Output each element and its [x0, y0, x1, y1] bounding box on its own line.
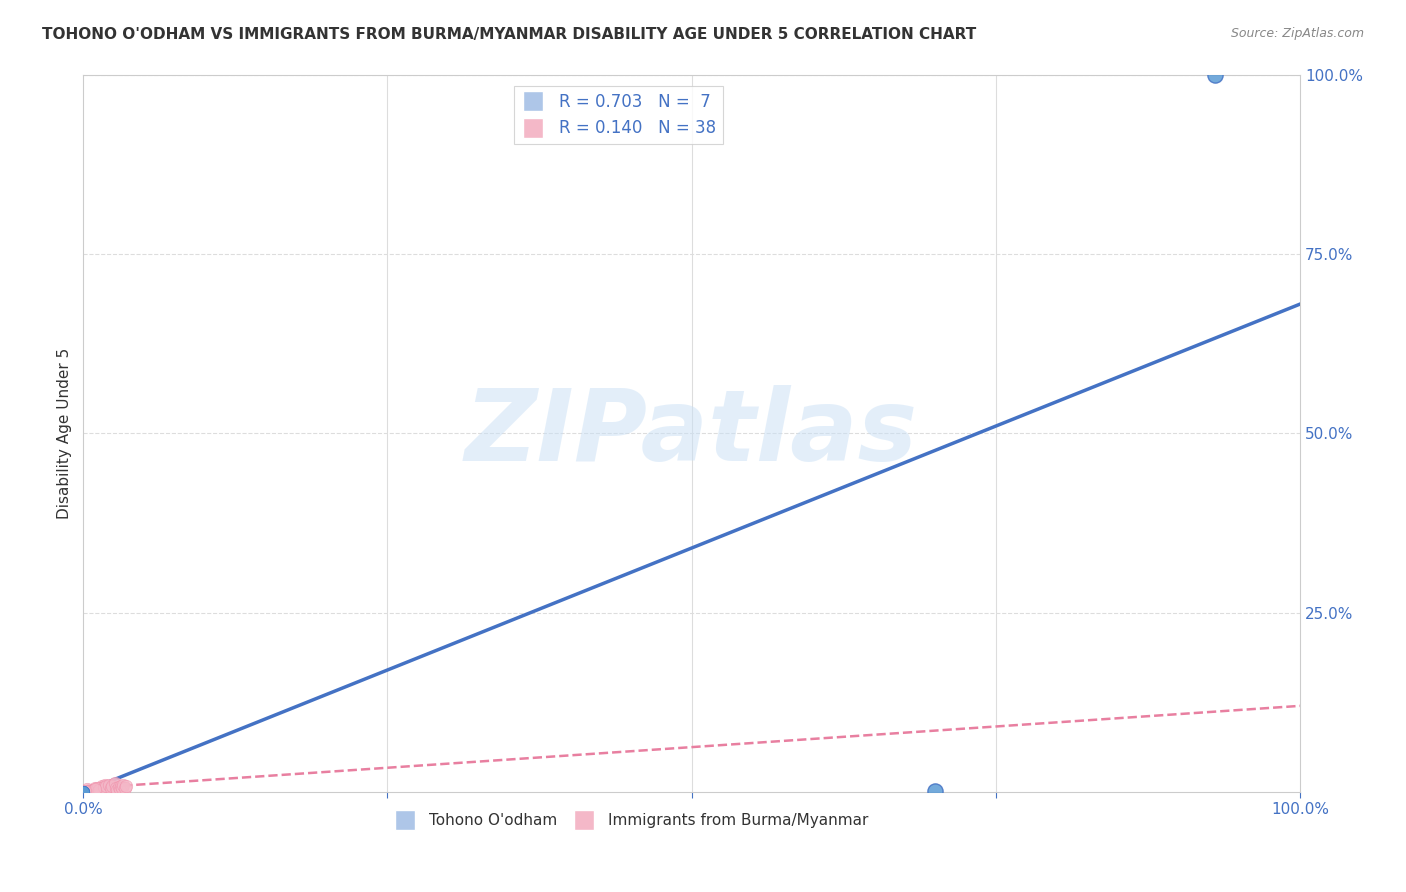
Point	[110, 779, 132, 793]
Text: TOHONO O'ODHAM VS IMMIGRANTS FROM BURMA/MYANMAR DISABILITY AGE UNDER 5 CORRELATI: TOHONO O'ODHAM VS IMMIGRANTS FROM BURMA/…	[42, 27, 976, 42]
Point	[924, 783, 946, 797]
Point	[84, 781, 107, 796]
Legend: Tohono O'odham, Immigrants from Burma/Myanmar: Tohono O'odham, Immigrants from Burma/My…	[388, 807, 875, 835]
Point	[72, 785, 94, 799]
Point	[77, 783, 100, 797]
Point	[72, 785, 94, 799]
Text: Source: ZipAtlas.com: Source: ZipAtlas.com	[1230, 27, 1364, 40]
Point	[97, 778, 120, 792]
Point	[93, 780, 115, 794]
Point	[111, 780, 134, 795]
Point	[75, 784, 97, 798]
Point	[115, 779, 138, 793]
Point	[87, 782, 110, 797]
Text: ZIPatlas: ZIPatlas	[465, 384, 918, 482]
Point	[97, 783, 120, 797]
Point	[79, 783, 101, 797]
Y-axis label: Disability Age Under 5: Disability Age Under 5	[58, 348, 72, 519]
Point	[89, 781, 111, 796]
Point	[104, 776, 127, 790]
Point	[98, 780, 121, 794]
Point	[94, 778, 117, 792]
Point	[105, 781, 128, 796]
Point	[87, 780, 110, 795]
Point	[76, 782, 98, 797]
Point	[86, 780, 108, 795]
Point	[91, 782, 114, 797]
Point	[107, 780, 129, 794]
Point	[72, 785, 94, 799]
Point	[101, 779, 124, 793]
Point	[82, 784, 104, 798]
Point	[114, 781, 136, 796]
Point	[80, 784, 103, 798]
Point	[105, 782, 128, 797]
Point	[97, 779, 120, 793]
Point	[100, 780, 122, 795]
Point	[103, 777, 125, 791]
Point	[79, 782, 101, 797]
Point	[96, 779, 118, 793]
Point	[84, 782, 107, 797]
Point	[90, 779, 112, 793]
Point	[1204, 68, 1226, 82]
Point	[112, 778, 135, 792]
Point	[73, 783, 96, 797]
Point	[72, 785, 94, 799]
Point	[83, 782, 105, 797]
Point	[72, 785, 94, 799]
Point	[72, 785, 94, 799]
Point	[108, 782, 131, 797]
